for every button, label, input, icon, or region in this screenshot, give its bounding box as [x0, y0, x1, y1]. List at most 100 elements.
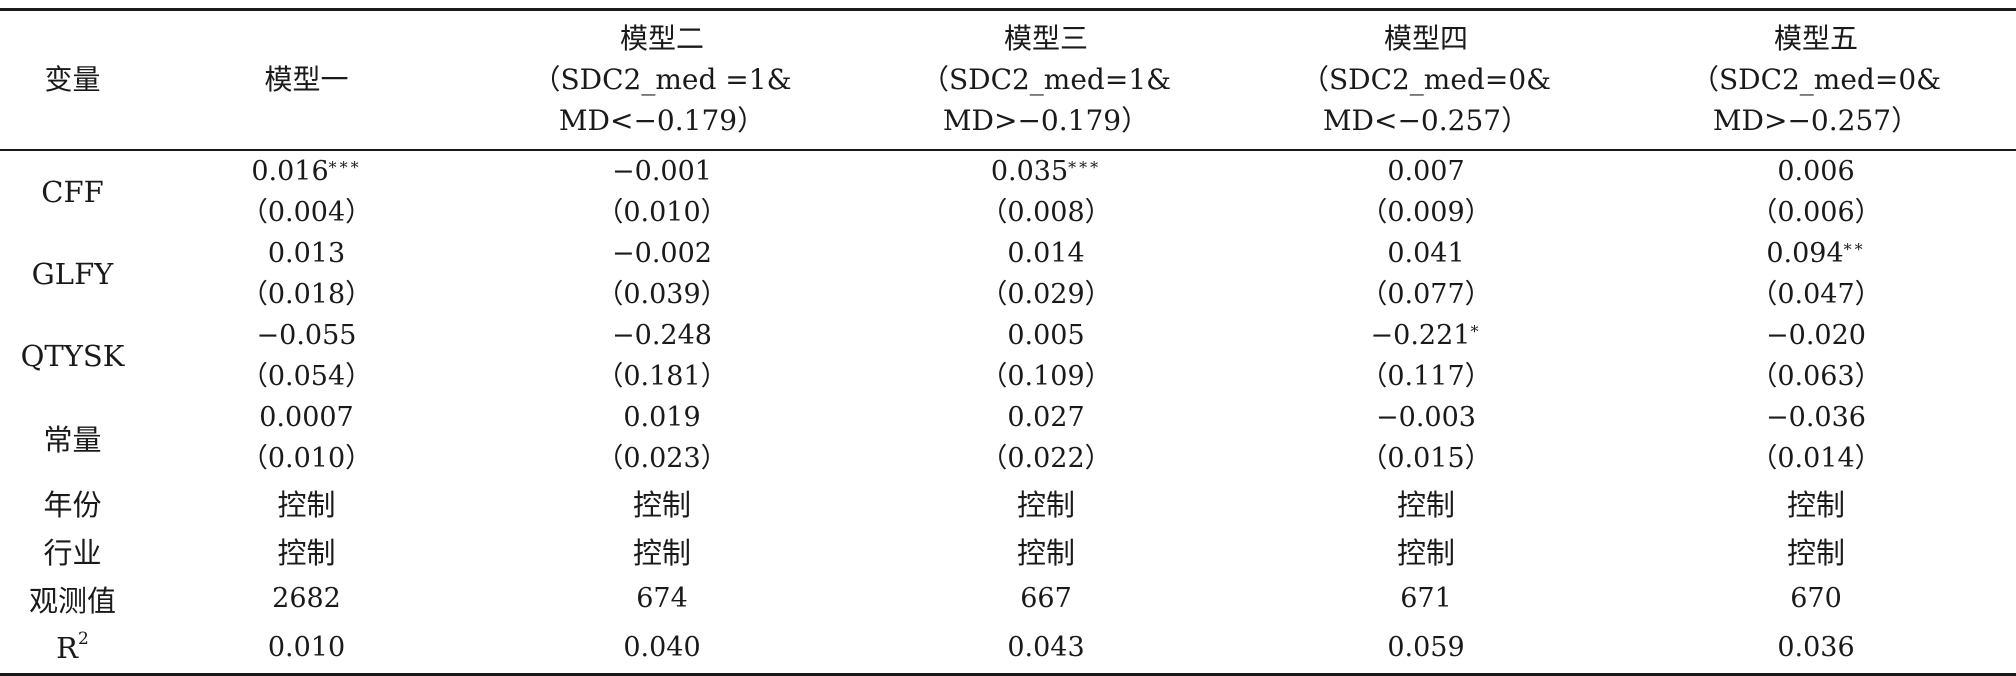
- table-row: GLFY 0.013 （0.018） −0.002 （0.039） 0.014 （0.029…: [0, 233, 2016, 315]
- coefficient-line: 0.006: [1616, 151, 2016, 192]
- coefficient-line: −0.248: [468, 315, 856, 356]
- standard-error: （0.015）: [1360, 442, 1492, 474]
- coefficient-value: −0.248: [612, 319, 712, 351]
- control-cell: 控制: [1016, 487, 1075, 522]
- header-model-3: 模型三 （SDC2_med=1& MD>−0.179）: [856, 10, 1236, 150]
- coefficient-line: −0.002: [468, 233, 856, 274]
- header-model-5-title: 模型五: [1773, 22, 1858, 56]
- standard-error: （0.022）: [980, 442, 1112, 474]
- coefficient-line: −0.020: [1616, 315, 2016, 356]
- row-label: QTYSK: [20, 338, 125, 373]
- observations-label: 观测值: [28, 583, 116, 618]
- coefficient-cell: −0.001 （0.010）: [468, 150, 856, 233]
- row-label: 行业: [43, 535, 102, 570]
- control-cell: 控制: [1786, 535, 1845, 570]
- coefficient-value: 0.007: [1387, 155, 1465, 187]
- header-model-4-title: 模型四: [1383, 22, 1468, 56]
- standard-error: （0.039）: [596, 278, 728, 310]
- coefficient-value: 0.014: [1007, 237, 1085, 269]
- coefficient-value: −0.055: [256, 319, 357, 351]
- coefficient-value: 0.094: [1766, 237, 1844, 269]
- coefficient-value: −0.036: [1766, 401, 1866, 433]
- coefficient-line: −0.001: [468, 151, 856, 192]
- standard-error: （0.004）: [240, 196, 373, 228]
- coefficient-cell: 0.005 （0.109）: [856, 315, 1236, 397]
- observations-cell: 670: [1790, 583, 1842, 614]
- header-model-4-threshold: MD<−0.257）: [1322, 104, 1530, 138]
- standard-error: （0.077）: [1360, 278, 1492, 310]
- table-row: 行业 控制 控制 控制 控制 控制: [0, 527, 2016, 575]
- coefficient-cell: −0.003 （0.015）: [1236, 397, 1616, 479]
- table-row: QTYSK −0.055 （0.054） −0.248 （0.181） 0.005 （0.1…: [0, 315, 2016, 397]
- table-body: CFF 0.016*** （0.004） −0.001 （0.010） 0.035*** （…: [0, 150, 2016, 675]
- coefficient-line: −0.055: [145, 315, 468, 356]
- header-model-5: 模型五 （SDC2_med=0& MD>−0.257）: [1616, 10, 2016, 150]
- standard-error: （0.063）: [1750, 360, 1882, 392]
- coefficient-cell: 0.094** （0.047）: [1616, 233, 2016, 315]
- header-model-3-threshold: MD>−0.179）: [942, 104, 1150, 138]
- r-squared-superscript: 2: [78, 628, 89, 649]
- standard-error: （0.047）: [1750, 278, 1882, 310]
- r-squared-cell: 0.036: [1777, 632, 1855, 663]
- coefficient-cell: 0.006 （0.006）: [1616, 150, 2016, 233]
- coefficient-value: −0.020: [1766, 319, 1866, 351]
- coefficient-value: 0.006: [1777, 155, 1855, 187]
- standard-error: （0.023）: [596, 442, 728, 474]
- header-model-2: 模型二 （SDC2_med =1& MD<−0.179）: [468, 10, 856, 150]
- control-cell: 控制: [632, 487, 691, 522]
- significance-stars: *: [1470, 321, 1482, 341]
- standard-error: （0.010）: [240, 442, 373, 474]
- header-model-2-title: 模型二: [619, 22, 704, 56]
- standard-error: （0.006）: [1750, 196, 1882, 228]
- header-model-2-condition: （SDC2_med =1&: [532, 63, 792, 97]
- r-squared-label: R2: [0, 623, 145, 675]
- coefficient-cell: −0.020 （0.063）: [1616, 315, 2016, 397]
- coefficient-value: 0.0007: [259, 401, 354, 433]
- control-cell: 控制: [1786, 487, 1845, 522]
- row-label: 年份: [43, 487, 102, 522]
- coefficient-value: −0.221: [1370, 319, 1471, 351]
- coefficient-line: 0.019: [468, 397, 856, 438]
- control-cell: 控制: [1016, 535, 1075, 570]
- row-label: 常量: [43, 422, 102, 457]
- regression-table: 变量 模型一 模型二 （SDC2_med =1& MD<−0.179） 模型三 …: [0, 8, 2016, 676]
- coefficient-line: 0.035***: [856, 151, 1236, 192]
- control-cell: 控制: [1396, 487, 1455, 522]
- r-squared-cell: 0.040: [623, 632, 701, 663]
- coefficient-line: 0.013: [145, 233, 468, 274]
- standard-error: （0.009）: [1360, 196, 1492, 228]
- control-cell: 控制: [277, 535, 336, 570]
- coefficient-line: −0.003: [1236, 397, 1616, 438]
- coefficient-cell: 0.0007 （0.010）: [145, 397, 468, 479]
- row-label: CFF: [41, 174, 104, 209]
- header-model-4: 模型四 （SDC2_med=0& MD<−0.257）: [1236, 10, 1616, 150]
- standard-error: （0.181）: [596, 360, 728, 392]
- standard-error: （0.029）: [980, 278, 1112, 310]
- table-row: 年份 控制 控制 控制 控制 控制: [0, 479, 2016, 527]
- significance-stars: ***: [328, 157, 362, 177]
- standard-error: （0.054）: [240, 360, 373, 392]
- control-cell: 控制: [632, 535, 691, 570]
- standard-error: （0.109）: [980, 360, 1112, 392]
- coefficient-cell: −0.055 （0.054）: [145, 315, 468, 397]
- table-row: 常量 0.0007 （0.010） 0.019 （0.023） 0.027 （0.022） −…: [0, 397, 2016, 479]
- coefficient-value: −0.002: [612, 237, 712, 269]
- r-squared-symbol: R: [56, 630, 78, 665]
- coefficient-cell: 0.016*** （0.004）: [145, 150, 468, 233]
- header-model-5-condition: （SDC2_med=0&: [1690, 63, 1942, 97]
- coefficient-value: 0.016: [251, 155, 329, 187]
- coefficient-value: 0.041: [1387, 237, 1465, 269]
- coefficient-cell: −0.248 （0.181）: [468, 315, 856, 397]
- control-cell: 控制: [277, 487, 336, 522]
- table-row: CFF 0.016*** （0.004） −0.001 （0.010） 0.035*** （…: [0, 150, 2016, 233]
- header-model-1: 模型一: [264, 63, 349, 97]
- header-variable: 变量: [44, 63, 101, 97]
- significance-stars: **: [1843, 239, 1866, 259]
- coefficient-cell: 0.041 （0.077）: [1236, 233, 1616, 315]
- coefficient-line: −0.036: [1616, 397, 2016, 438]
- header-model-3-condition: （SDC2_med=1&: [920, 63, 1172, 97]
- coefficient-line: 0.027: [856, 397, 1236, 438]
- coefficient-line: 0.041: [1236, 233, 1616, 274]
- coefficient-cell: 0.027 （0.022）: [856, 397, 1236, 479]
- coefficient-line: 0.014: [856, 233, 1236, 274]
